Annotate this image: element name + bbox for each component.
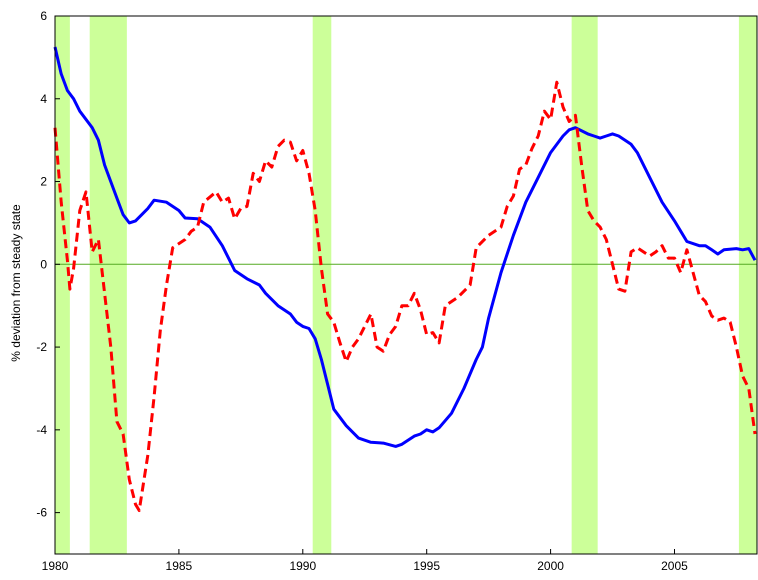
y-axis-label: % deviation from steady state [9, 204, 23, 362]
x-tick-label: 1980 [42, 559, 69, 573]
recession-band [571, 16, 598, 554]
x-tick-label: 1990 [289, 559, 316, 573]
y-tick-label: -2 [36, 340, 47, 354]
y-tick-label: 2 [40, 175, 47, 189]
y-tick-label: -4 [36, 423, 47, 437]
y-tick-label: -6 [36, 506, 47, 520]
y-tick-label: 4 [40, 92, 47, 106]
recession-band [312, 16, 332, 554]
x-tick-label: 1995 [413, 559, 440, 573]
plot-frame [54, 15, 758, 555]
x-tick-label: 2005 [661, 559, 688, 573]
x-tick-label: 1985 [166, 559, 193, 573]
recession-band [738, 16, 757, 554]
y-tick-label: 6 [40, 9, 47, 23]
series-line [53, 80, 757, 512]
y-tick-label: 0 [40, 257, 47, 271]
recession-band [55, 16, 70, 554]
series-line [53, 46, 757, 448]
x-tick-label: 2000 [537, 559, 564, 573]
recession-band [89, 16, 127, 554]
